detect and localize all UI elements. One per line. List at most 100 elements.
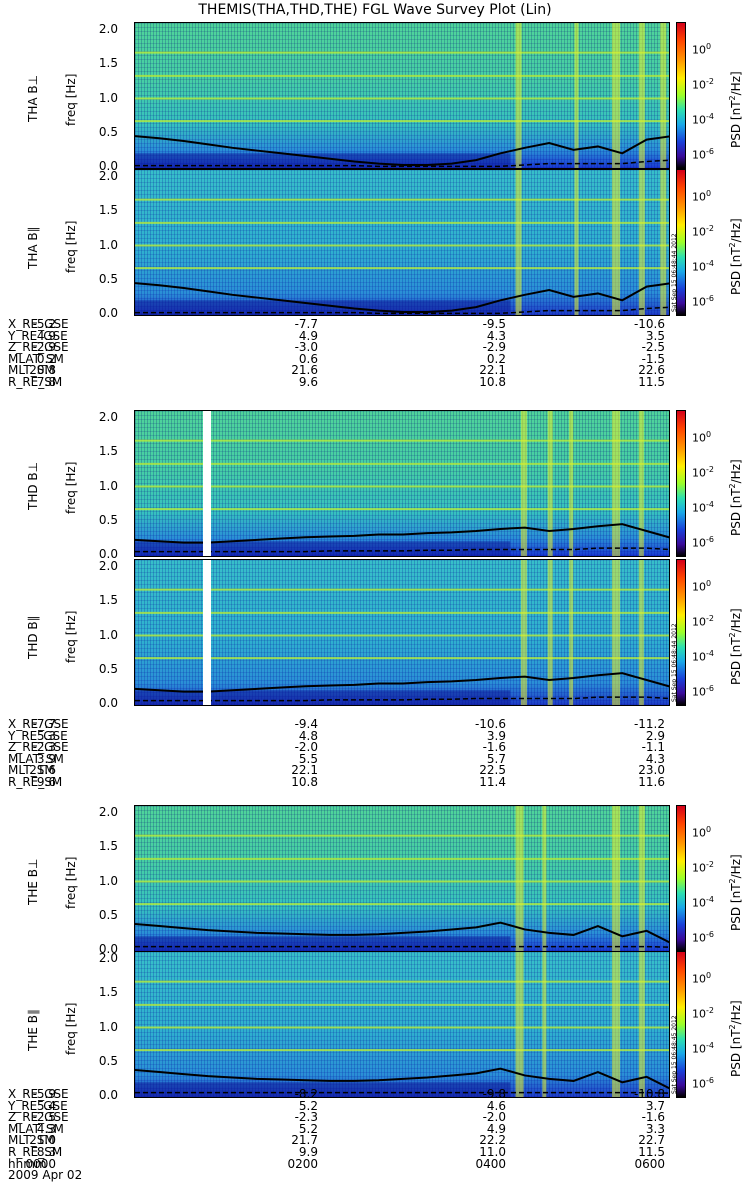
ephemeris-value: 22.2 — [479, 1133, 506, 1148]
ephemeris-value: -10.8 — [633, 1087, 665, 1101]
gyrofrequency-line — [135, 523, 669, 544]
colorbar-label-prefix: PSD [nT — [729, 1028, 743, 1077]
panel-label: THA B⊥ — [26, 74, 40, 122]
colorbar-label-sup: 2 — [728, 94, 737, 100]
ephemeris-label: Y_RE_GSE — [8, 1098, 68, 1113]
freq-axis-label: freq [Hz] — [64, 856, 78, 909]
colorbar-tick-exponent: -2 — [706, 224, 714, 233]
ephemeris-value: 0.2 — [486, 351, 506, 366]
colorbar-tick-label: 100 — [692, 189, 711, 204]
spectrogram-noise — [135, 411, 669, 556]
ephemeris-value: 21.7 — [291, 1133, 318, 1148]
colorbar-tick-label: 10-6 — [692, 535, 714, 550]
dashed-frequency-line — [135, 696, 669, 702]
freq-tick-label: 2.0 — [98, 22, 118, 36]
wave-burst — [569, 560, 574, 705]
colorbar-tick-label: 10-2 — [692, 224, 714, 239]
colorbar-tick-base: 10 — [692, 861, 706, 875]
ephemeris-label: Z_RE_GSE — [8, 1110, 69, 1125]
colorbar-tick-exponent: -4 — [706, 895, 714, 904]
spectrogram-overlay — [135, 806, 669, 951]
ephemeris-value: -2.3 — [32, 740, 56, 755]
colorbar-tick-exponent: -4 — [706, 112, 714, 121]
colorbar-label-sup: 2 — [728, 241, 737, 247]
colorbar-tick-exponent: -6 — [706, 930, 714, 939]
ephemeris-value: 21.0 — [29, 1133, 56, 1148]
colorbar-tick-exponent: -2 — [706, 614, 714, 623]
spectrogram-image — [135, 411, 669, 556]
colorbar-tick-exponent: -2 — [706, 860, 714, 869]
colorbar — [676, 410, 686, 557]
spectrogram-noise — [135, 23, 669, 168]
colorbar-tick-label: 10-4 — [692, 895, 714, 910]
spectrogram-overlay — [135, 411, 669, 556]
wave-burst — [542, 952, 547, 1097]
wave-burst — [612, 411, 621, 556]
spectrogram-noise — [135, 806, 669, 951]
freq-tick-label: 2.0 — [98, 169, 118, 183]
ephemeris-value: -1.6 — [641, 1110, 665, 1125]
ephemeris-value: -2.9 — [32, 340, 56, 355]
wave-burst — [612, 560, 621, 705]
ephemeris-value: -3.0 — [294, 340, 318, 355]
colorbar-label-suffix: /Hz] — [729, 458, 743, 483]
spectrogram-panel — [134, 22, 670, 169]
gyrofrequency-line — [135, 921, 669, 944]
plot-title: THEMIS(THA,THD,THE) FGL Wave Survey Plot… — [198, 2, 552, 18]
freq-tick-label: 0.0 — [98, 306, 118, 320]
low-frequency-band — [135, 541, 511, 556]
spectrogram-image — [135, 23, 669, 168]
freq-tick-label: 0.5 — [98, 907, 118, 922]
colorbar-label: PSD [nT2/Hz] — [728, 459, 743, 536]
ephemeris-value: -2.5 — [641, 340, 665, 355]
colorbar-tick-exponent: -6 — [706, 147, 714, 156]
colorbar-tick-base: 10 — [692, 501, 706, 515]
ephemeris-value: 9.6 — [36, 775, 56, 789]
wave-burst — [515, 952, 524, 1097]
ephemeris-value: -2.3 — [294, 1110, 318, 1125]
ephemeris-value: -1.1 — [641, 740, 665, 755]
colorbar-tick-label: 10-6 — [692, 147, 714, 162]
panel-label: THE B∥ — [26, 1008, 40, 1051]
ephemeris-value: 22.1 — [479, 363, 506, 378]
spectrogram-panel — [134, 559, 670, 706]
ephemeris-value: 10.8 — [479, 375, 506, 389]
colorbar-tick-label: 10-4 — [692, 649, 714, 664]
colorbar-tick-base: 10 — [692, 78, 706, 92]
data-gap — [203, 560, 211, 705]
ephemeris-value: 11.5 — [638, 1145, 665, 1159]
colorbar-tick-base: 10 — [692, 113, 706, 127]
colorbar-label: PSD [nT2/Hz] — [728, 71, 743, 148]
colorbar-tick-base: 10 — [692, 972, 706, 986]
ephemeris-value: -11.2 — [633, 717, 665, 731]
ephemeris-label: MLAT_SM — [8, 1121, 64, 1136]
wave-burst — [638, 411, 644, 556]
gyrofrequency-line — [135, 1067, 669, 1090]
colorbar-tick-base: 10 — [692, 826, 706, 840]
colorbar-tick-base: 10 — [692, 260, 706, 274]
spectrogram-panel — [134, 951, 670, 1098]
freq-tick-label: 1.0 — [98, 873, 118, 888]
ephemeris-label: MLT_SM — [8, 363, 55, 378]
ephemeris-value: 11.6 — [638, 775, 665, 789]
colorbar-tick-exponent: 0 — [706, 579, 712, 588]
ephemeris-value: 3.5 — [645, 328, 665, 343]
colorbar-tick-label: 10-6 — [692, 930, 714, 945]
ephemeris-value: -8.2 — [294, 1087, 318, 1101]
ephemeris-value: 4.8 — [298, 728, 318, 743]
ephemeris-value: 20.8 — [29, 363, 56, 378]
colorbar-tick-exponent: -4 — [706, 649, 714, 658]
ephemeris-value: -9.5 — [482, 317, 506, 331]
ephemeris-label: MLT_SM — [8, 1133, 55, 1148]
freq-tick-label: 0.5 — [98, 1053, 118, 1068]
freq-tick-label: 2.0 — [98, 951, 118, 965]
colorbar-label-prefix: PSD [nT — [729, 246, 743, 295]
colorbar-label-sup: 2 — [728, 877, 737, 883]
ephemeris-value: 21.6 — [29, 763, 56, 778]
spectrogram-image — [135, 560, 669, 705]
wave-burst — [515, 23, 522, 168]
ephemeris-value: 4.3 — [36, 1121, 56, 1136]
colorbar-tick-label: 100 — [692, 825, 711, 840]
freq-tick-label: 0.5 — [98, 124, 118, 139]
colorbar-tick-exponent: -2 — [706, 77, 714, 86]
